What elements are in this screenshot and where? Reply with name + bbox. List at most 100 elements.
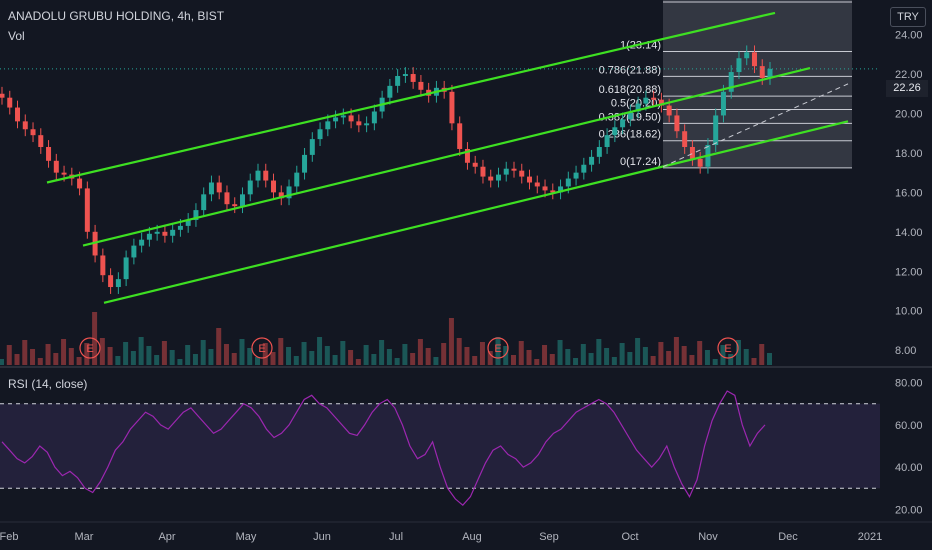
- candle-body: [635, 103, 641, 112]
- candle-body: [162, 231, 168, 236]
- candle-body: [767, 68, 773, 78]
- volume-bar: [223, 344, 229, 365]
- volume-bar: [309, 351, 315, 365]
- time-axis-tick: Aug: [462, 531, 482, 543]
- time-axis-tick: Feb: [0, 531, 18, 543]
- volume-bar: [596, 339, 602, 365]
- price-axis-tick: 24.00: [895, 30, 923, 42]
- rsi-band-fill: [0, 403, 880, 489]
- candle-body: [542, 186, 548, 191]
- candle-body: [239, 194, 245, 207]
- volume-bar: [580, 344, 586, 365]
- trend-projection-line: [662, 83, 849, 168]
- volume-bar: [464, 347, 470, 365]
- volume-bar: [6, 345, 12, 365]
- candle-body: [22, 121, 28, 130]
- volume-bar: [363, 345, 369, 365]
- price-axis-tick: 18.00: [895, 148, 923, 160]
- candle-body: [612, 127, 618, 136]
- candle-body: [503, 168, 509, 175]
- volume-bar: [410, 353, 416, 365]
- volume-bar: [704, 350, 710, 365]
- volume-bar: [293, 356, 299, 365]
- volume-bar: [588, 353, 594, 365]
- volume-bar: [735, 340, 741, 365]
- candle-body: [418, 81, 424, 90]
- currency-badge[interactable]: TRY: [890, 7, 926, 27]
- fib-level-label: 0.618(20.88): [599, 84, 661, 96]
- candle-body: [395, 76, 401, 86]
- volume-bar: [472, 356, 478, 365]
- last-price-badge: 22.26: [886, 80, 928, 97]
- candle-body: [658, 99, 664, 106]
- volume-bar: [433, 357, 439, 365]
- candle-body: [519, 170, 525, 177]
- candle-body: [208, 182, 214, 195]
- candle-body: [154, 231, 160, 234]
- candle-body: [604, 135, 610, 147]
- volume-bar: [448, 318, 454, 365]
- candle-body: [527, 176, 533, 183]
- volume-bar: [231, 353, 237, 365]
- channel-line-lower: [103, 120, 849, 304]
- volume-bar: [394, 358, 400, 365]
- time-axis-tick: Mar: [75, 531, 94, 543]
- candle-body: [255, 170, 261, 181]
- volume-bar: [14, 354, 20, 365]
- candle-body: [387, 85, 393, 98]
- price-axis-tick: 22.00: [895, 69, 923, 81]
- candle-body: [589, 156, 595, 165]
- candle-body: [759, 66, 765, 78]
- candle-body: [216, 182, 222, 193]
- volume-bar: [286, 347, 292, 365]
- volume-bar: [76, 357, 82, 365]
- candle-body: [728, 72, 734, 92]
- price-axis-tick: 8.00: [895, 345, 916, 357]
- fib-level-label: 0(17.24): [620, 156, 661, 168]
- candle-body: [565, 178, 571, 187]
- volume-bar: [317, 337, 323, 365]
- candle-body: [247, 180, 253, 195]
- volume-bar: [759, 344, 765, 365]
- candle-body: [651, 97, 657, 100]
- candle-body: [596, 147, 602, 157]
- volume-bar: [262, 343, 268, 365]
- volume-bar: [192, 354, 198, 365]
- candle-body: [356, 121, 362, 126]
- volume-bar: [37, 358, 43, 365]
- volume-bar: [53, 353, 59, 365]
- volume-bar: [45, 344, 51, 365]
- candle-body: [185, 219, 191, 226]
- volume-bar: [332, 355, 338, 365]
- candle-body: [115, 279, 121, 288]
- volume-bar: [479, 342, 485, 365]
- candle-body: [674, 115, 680, 132]
- candle-body: [177, 225, 183, 230]
- earnings-marker-label: E: [86, 343, 93, 355]
- volume-bar: [22, 340, 28, 365]
- volume-bar: [177, 359, 183, 365]
- time-axis-tick: Nov: [698, 531, 718, 543]
- candle-body: [573, 172, 579, 179]
- candle-body: [371, 111, 377, 124]
- time-axis-tick: Apr: [158, 531, 175, 543]
- candle-body: [697, 158, 703, 167]
- candle-body: [581, 164, 587, 173]
- volume-bar: [495, 337, 501, 365]
- candle-body: [534, 182, 540, 187]
- time-axis-tick: Oct: [621, 531, 638, 543]
- volume-bar: [619, 343, 625, 365]
- price-axis-tick: 16.00: [895, 187, 923, 199]
- candle-body: [278, 192, 284, 199]
- volume-bar: [573, 358, 579, 365]
- volume-bar: [146, 346, 152, 365]
- earnings-marker-label: E: [258, 343, 265, 355]
- candle-body: [309, 139, 315, 155]
- candle-body: [84, 188, 90, 232]
- price-axis-tick: 14.00: [895, 227, 923, 239]
- volume-bar: [526, 350, 532, 365]
- volume-bar: [425, 348, 431, 365]
- volume-bar: [441, 343, 447, 365]
- candle-body: [643, 97, 649, 104]
